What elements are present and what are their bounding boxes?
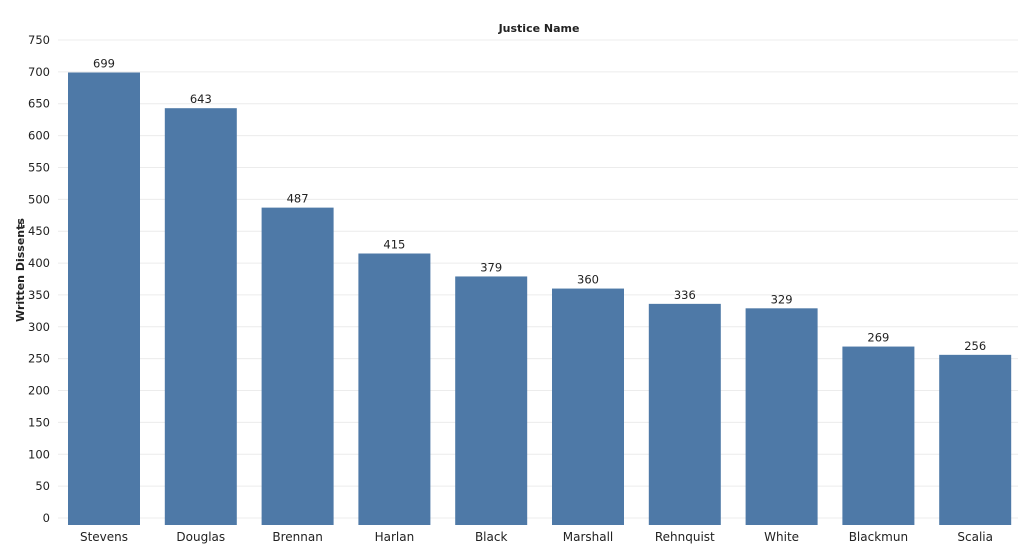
- bar-marshall[interactable]: [552, 288, 624, 525]
- y-tick-label: 750: [28, 33, 50, 47]
- data-label: 329: [771, 292, 793, 306]
- y-tick-label: 400: [28, 256, 50, 270]
- y-tick-label: 300: [28, 320, 50, 334]
- data-label: 360: [577, 273, 599, 287]
- bars: [68, 72, 1012, 526]
- data-labels: 699 643 487 415 379 360 336 329 269 256: [93, 57, 986, 353]
- data-label: 256: [964, 339, 986, 353]
- y-tick-label: 600: [28, 129, 50, 143]
- bar-stevens[interactable]: [68, 72, 140, 525]
- x-category-label: White: [764, 530, 799, 544]
- data-label: 379: [480, 260, 502, 274]
- x-category-label: Black: [475, 530, 508, 544]
- y-tick-label: 350: [28, 288, 50, 302]
- y-tick-label: 650: [28, 97, 50, 111]
- sort-descending-icon[interactable]: [18, 221, 25, 228]
- y-tick-label: 500: [28, 192, 50, 206]
- y-axis-label: Written Dissents: [14, 218, 27, 322]
- y-tick-label: 100: [28, 447, 50, 461]
- y-tick-label: 50: [35, 479, 50, 493]
- y-axis-label-group: Written Dissents: [14, 218, 27, 322]
- y-tick-label: 450: [28, 224, 50, 238]
- x-category-label: Scalia: [957, 530, 993, 544]
- x-axis-categories: Stevens Douglas Brennan Harlan Black Marshall…: [80, 530, 993, 544]
- data-label: 336: [674, 288, 696, 302]
- data-label: 269: [867, 331, 889, 345]
- x-category-label: Blackmun: [849, 530, 908, 544]
- bar-rehnquist[interactable]: [648, 303, 721, 525]
- x-category-label: Douglas: [176, 530, 225, 544]
- bar-blackmun[interactable]: [842, 346, 915, 525]
- x-category-label: Brennan: [272, 530, 322, 544]
- bar-black[interactable]: [455, 276, 528, 525]
- bar-harlan[interactable]: [358, 253, 431, 526]
- y-tick-label: 700: [28, 65, 50, 79]
- x-category-label: Marshall: [563, 530, 614, 544]
- x-category-label: Harlan: [375, 530, 415, 544]
- chart-title: Justice Name: [498, 22, 580, 35]
- data-label: 415: [383, 238, 405, 252]
- data-label: 699: [93, 57, 115, 71]
- y-axis-ticks: 0 50 100 150 200 250 300 350 400 450 500 550 600 650 7…: [28, 33, 50, 525]
- x-category-label: Rehnquist: [655, 530, 715, 544]
- y-tick-label: 0: [43, 511, 50, 525]
- y-tick-label: 150: [28, 415, 50, 429]
- y-tick-label: 200: [28, 384, 50, 398]
- bar-white[interactable]: [745, 308, 818, 525]
- data-label: 487: [287, 192, 309, 206]
- data-label: 643: [190, 92, 212, 106]
- bar-brennan[interactable]: [261, 207, 334, 526]
- bar-douglas[interactable]: [164, 108, 237, 525]
- y-tick-label: 250: [28, 352, 50, 366]
- y-tick-label: 550: [28, 160, 50, 174]
- bar-scalia[interactable]: [939, 354, 1012, 525]
- x-category-label: Stevens: [80, 530, 128, 544]
